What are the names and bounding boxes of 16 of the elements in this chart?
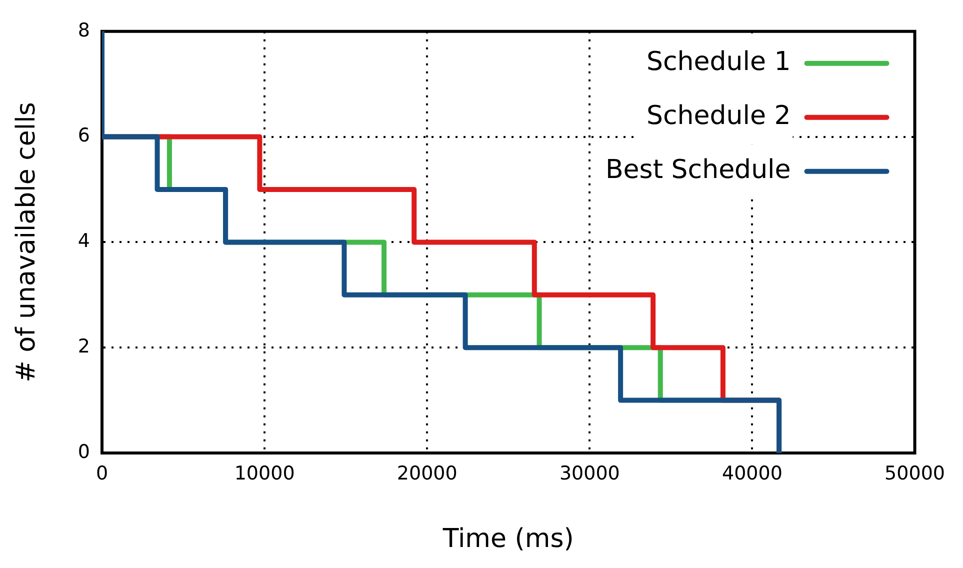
x-tick-label: 30000 <box>559 462 620 484</box>
legend-label: Schedule 1 <box>646 47 791 78</box>
y-tick-label: 8 <box>78 19 90 42</box>
x-tick-label: 20000 <box>396 462 458 484</box>
x-tick-label: 10000 <box>234 462 295 484</box>
y-tick-label: 4 <box>78 230 90 252</box>
y-tick-label: 0 <box>78 440 90 463</box>
legend-label: Best Schedule <box>605 155 791 186</box>
y-axis-title: # of unavailable cells <box>11 102 42 382</box>
x-tick-label: 40000 <box>722 462 782 484</box>
legend-label: Schedule 2 <box>646 101 791 132</box>
x-tick-label: 0 <box>96 462 108 484</box>
y-tick-label: 6 <box>78 124 90 147</box>
x-tick-label: 50000 <box>884 462 946 484</box>
x-axis-title: Time (ms) <box>442 524 574 554</box>
y-tick-label: 2 <box>78 336 90 358</box>
